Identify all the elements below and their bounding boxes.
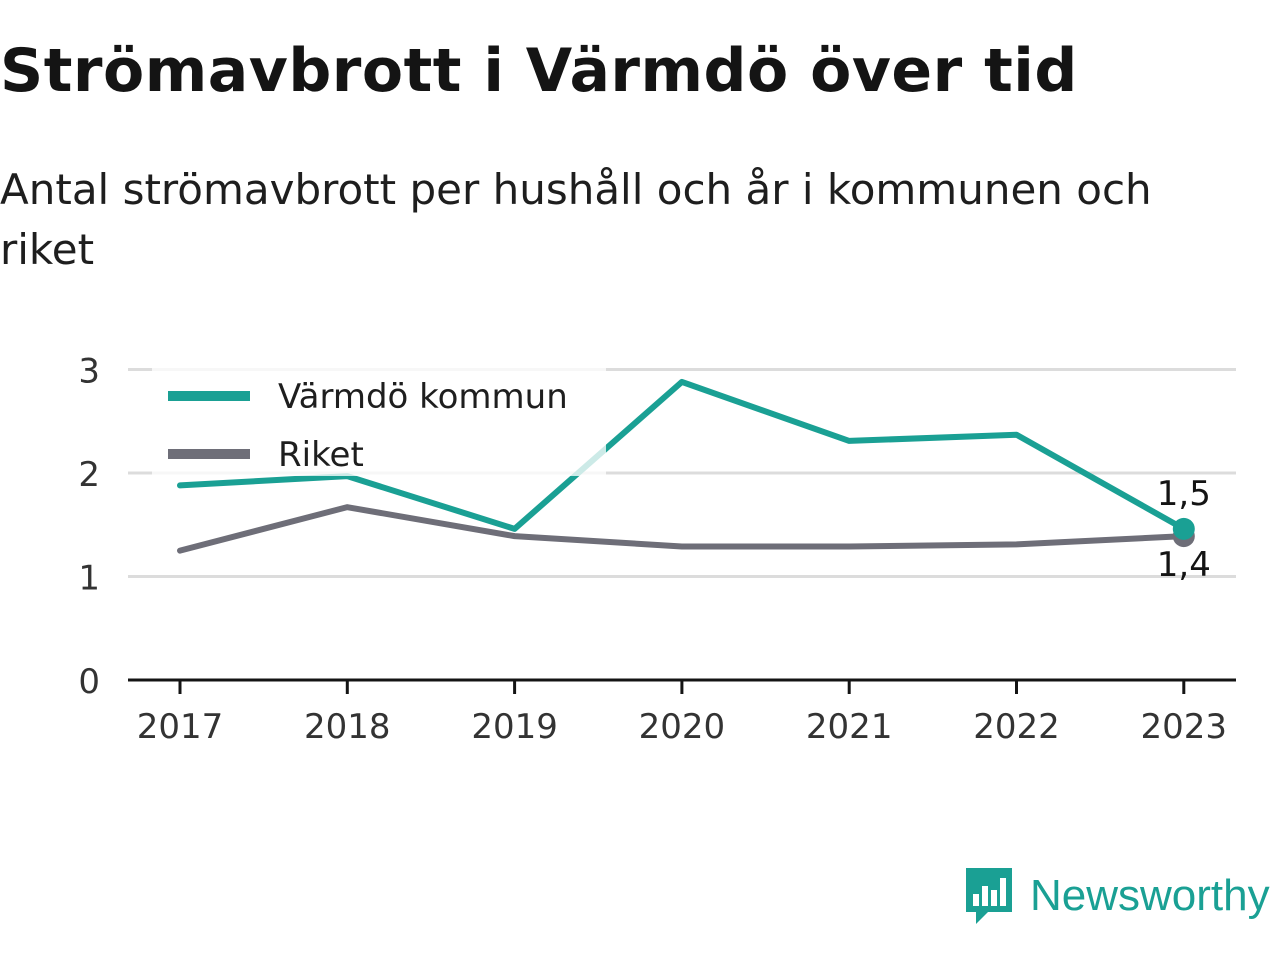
legend-label: Riket bbox=[278, 435, 364, 475]
brand-name: Newsworthy bbox=[1030, 871, 1270, 920]
x-tick-label: 2019 bbox=[471, 707, 558, 747]
series-line-riket bbox=[177, 504, 1187, 554]
series-line-värmdö-kommun bbox=[177, 378, 1187, 532]
x-tick-label: 2021 bbox=[806, 707, 893, 747]
x-axis: 2017 2018 2019 2020 2021 2022 2023 bbox=[128, 678, 1236, 747]
end-label-varmdo: 1,5 bbox=[1157, 474, 1211, 514]
chart-title: Strömavbrott i Värmdö över tid bbox=[0, 36, 1078, 106]
x-tick-label: 2020 bbox=[639, 707, 726, 747]
y-tick-label: 1 bbox=[78, 559, 100, 599]
series-lines bbox=[177, 378, 1195, 554]
x-tick-label: 2018 bbox=[304, 707, 391, 747]
newsworthy-logo-icon bbox=[966, 868, 1012, 924]
y-tick-label: 0 bbox=[78, 662, 100, 702]
end-value-labels: 1,5 1,4 bbox=[1157, 474, 1211, 585]
brand-logo: Newsworthy bbox=[964, 864, 1270, 928]
legend: Värmdö kommun Riket bbox=[152, 368, 606, 476]
y-tick-label: 2 bbox=[78, 455, 100, 495]
y-tick-label: 3 bbox=[78, 352, 100, 392]
legend-label: Värmdö kommun bbox=[278, 377, 568, 417]
x-tick-label: 2023 bbox=[1141, 707, 1228, 747]
series-end-point bbox=[1172, 517, 1195, 540]
chart-subtitle: Antal strömavbrott per hushåll och år i … bbox=[0, 165, 1152, 274]
y-axis-tick-labels: 0 1 2 3 bbox=[78, 352, 100, 703]
end-label-riket: 1,4 bbox=[1157, 545, 1211, 585]
x-tick-label: 2022 bbox=[973, 707, 1060, 747]
x-tick-label: 2017 bbox=[137, 707, 224, 747]
